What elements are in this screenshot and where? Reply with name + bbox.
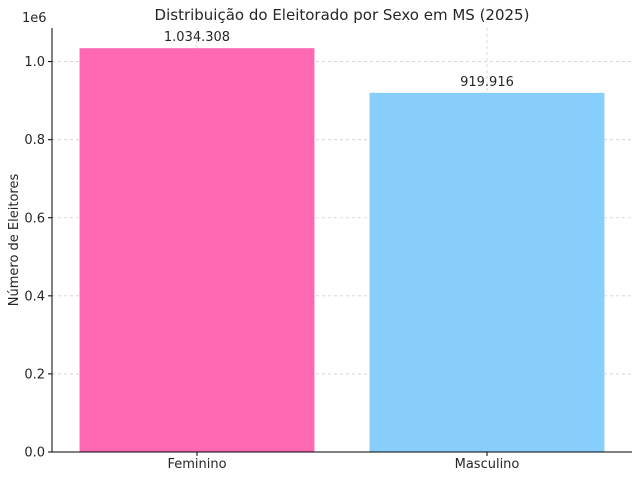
y-tick-label: 0.4 [24,289,45,304]
y-tick-label: 0.6 [24,211,45,226]
bar-feminino [79,48,315,452]
bar-masculino [369,92,605,453]
y-axis-label: Número de Eleitores [7,174,22,307]
x-tick-label: Masculino [455,457,520,472]
chart-title: Distribuição do Eleitorado por Sexo em M… [155,6,530,24]
axes [51,28,632,453]
y-tick-label: 0.0 [24,446,45,461]
x-tick-label: Feminino [167,457,226,472]
data-label-feminino: 1.034.308 [164,30,230,45]
y-tick-label: 1.0 [24,55,45,70]
y-tick-label: 0.8 [24,133,45,148]
y-tick-label: 0.2 [24,367,45,382]
data-labels: 1.034.308 919.916 [164,30,514,90]
y-ticks: 0.0 0.2 0.4 0.6 0.8 1.0 [24,55,52,461]
data-label-masculino: 919.916 [460,75,514,90]
bars [79,48,605,453]
x-ticks: Feminino Masculino [167,452,519,472]
y-offset-label: 1e6 [22,11,47,26]
